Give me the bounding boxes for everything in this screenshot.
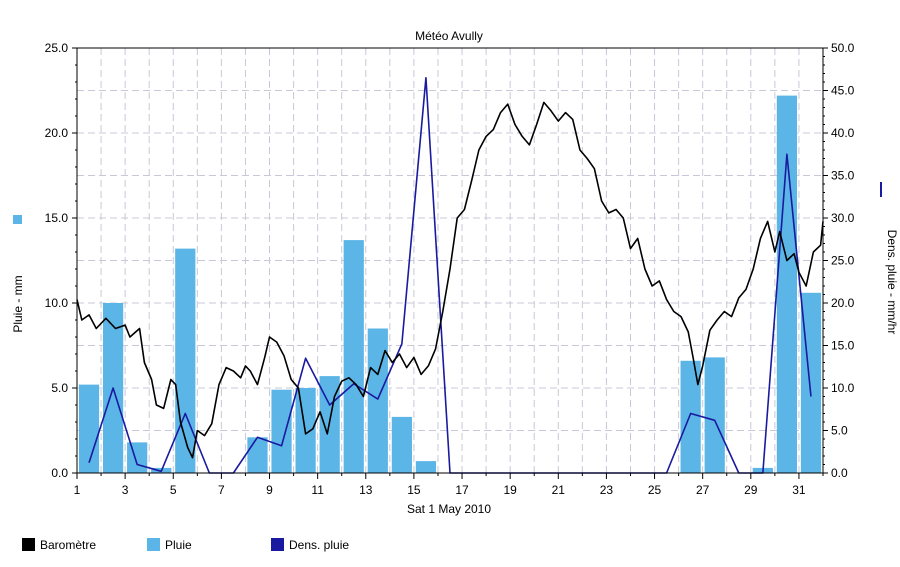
x-tick-label: 5 bbox=[170, 483, 177, 497]
x-axis-title: Sat 1 May 2010 bbox=[407, 502, 491, 516]
right-tick-label: 35.0 bbox=[831, 169, 855, 183]
left-axis-swatch bbox=[13, 215, 22, 224]
rain-bar bbox=[367, 328, 388, 473]
rain-bar bbox=[415, 461, 437, 473]
rain-bar bbox=[680, 360, 701, 473]
rain-density-line bbox=[88, 76, 812, 474]
x-tick-label: 13 bbox=[359, 483, 373, 497]
x-tick-label: 21 bbox=[552, 483, 566, 497]
right-tick-label: 45.0 bbox=[831, 84, 855, 98]
left-tick-label: 15.0 bbox=[45, 211, 69, 225]
right-tick-label: 25.0 bbox=[831, 254, 855, 268]
left-tick-label: 10.0 bbox=[45, 296, 69, 310]
left-axis-title: Pluie - mm bbox=[11, 275, 25, 332]
right-tick-label: 5.0 bbox=[831, 424, 848, 438]
x-tick-label: 3 bbox=[122, 483, 129, 497]
rain-bar bbox=[704, 357, 725, 473]
rain-bar bbox=[127, 442, 148, 473]
legend-swatch-pluie bbox=[147, 538, 160, 551]
x-axis-ticks: 1 3 5 7 9 11 13 15 17 19 21 23 25 27 29 31 bbox=[74, 473, 824, 497]
right-tick-label: 15.0 bbox=[831, 339, 855, 353]
series-lines bbox=[76, 76, 824, 474]
right-tick-label: 40.0 bbox=[831, 126, 855, 140]
rain-bar bbox=[391, 416, 412, 473]
right-tick-label: 30.0 bbox=[831, 211, 855, 225]
left-axis-title-group: Pluie - mm bbox=[11, 215, 25, 333]
right-tick-label: 20.0 bbox=[831, 296, 855, 310]
legend: Baromètre Pluie Dens. pluie bbox=[22, 538, 349, 552]
x-tick-label: 9 bbox=[266, 483, 273, 497]
left-tick-label: 25.0 bbox=[45, 41, 69, 55]
rain-bar bbox=[776, 95, 798, 473]
x-tick-label: 17 bbox=[455, 483, 469, 497]
legend-label-pluie: Pluie bbox=[165, 538, 192, 552]
x-tick-label: 1 bbox=[74, 483, 81, 497]
x-tick-label: 25 bbox=[648, 483, 662, 497]
barometer-line bbox=[76, 101, 824, 459]
x-tick-label: 23 bbox=[600, 483, 614, 497]
right-tick-label: 10.0 bbox=[831, 381, 855, 395]
right-axis-ticks: 0.0 5.0 10.0 15.0 20.0 25.0 30.0 35.0 40.0 45.0 50… bbox=[823, 41, 855, 480]
left-tick-label: 20.0 bbox=[45, 126, 69, 140]
legend-label-barometre: Baromètre bbox=[40, 538, 96, 552]
x-tick-label: 29 bbox=[744, 483, 758, 497]
legend-label-dens-pluie: Dens. pluie bbox=[289, 538, 349, 552]
x-tick-label: 27 bbox=[696, 483, 710, 497]
chart-title: Météo Avully bbox=[415, 29, 483, 43]
rain-bar bbox=[271, 389, 292, 473]
rain-bar bbox=[247, 437, 268, 473]
right-tick-label: 50.0 bbox=[831, 41, 855, 55]
legend-swatch-barometre bbox=[22, 538, 35, 551]
right-axis-title-group: Dens. pluie - mm/hr bbox=[880, 182, 899, 335]
x-tick-label: 31 bbox=[792, 483, 806, 497]
right-axis-title: Dens. pluie - mm/hr bbox=[885, 230, 899, 335]
x-tick-label: 7 bbox=[218, 483, 225, 497]
rain-bar bbox=[78, 384, 100, 473]
x-tick-label: 15 bbox=[407, 483, 421, 497]
x-tick-label: 19 bbox=[503, 483, 517, 497]
legend-swatch-dens-pluie bbox=[271, 538, 284, 551]
rain-bar bbox=[343, 240, 364, 473]
x-tick-label: 11 bbox=[311, 483, 324, 497]
left-axis-ticks: 0.0 5.0 10.0 15.0 20.0 25.0 bbox=[45, 41, 77, 480]
left-tick-label: 5.0 bbox=[51, 381, 68, 395]
right-tick-label: 0.0 bbox=[831, 466, 848, 480]
left-tick-label: 0.0 bbox=[51, 466, 68, 480]
